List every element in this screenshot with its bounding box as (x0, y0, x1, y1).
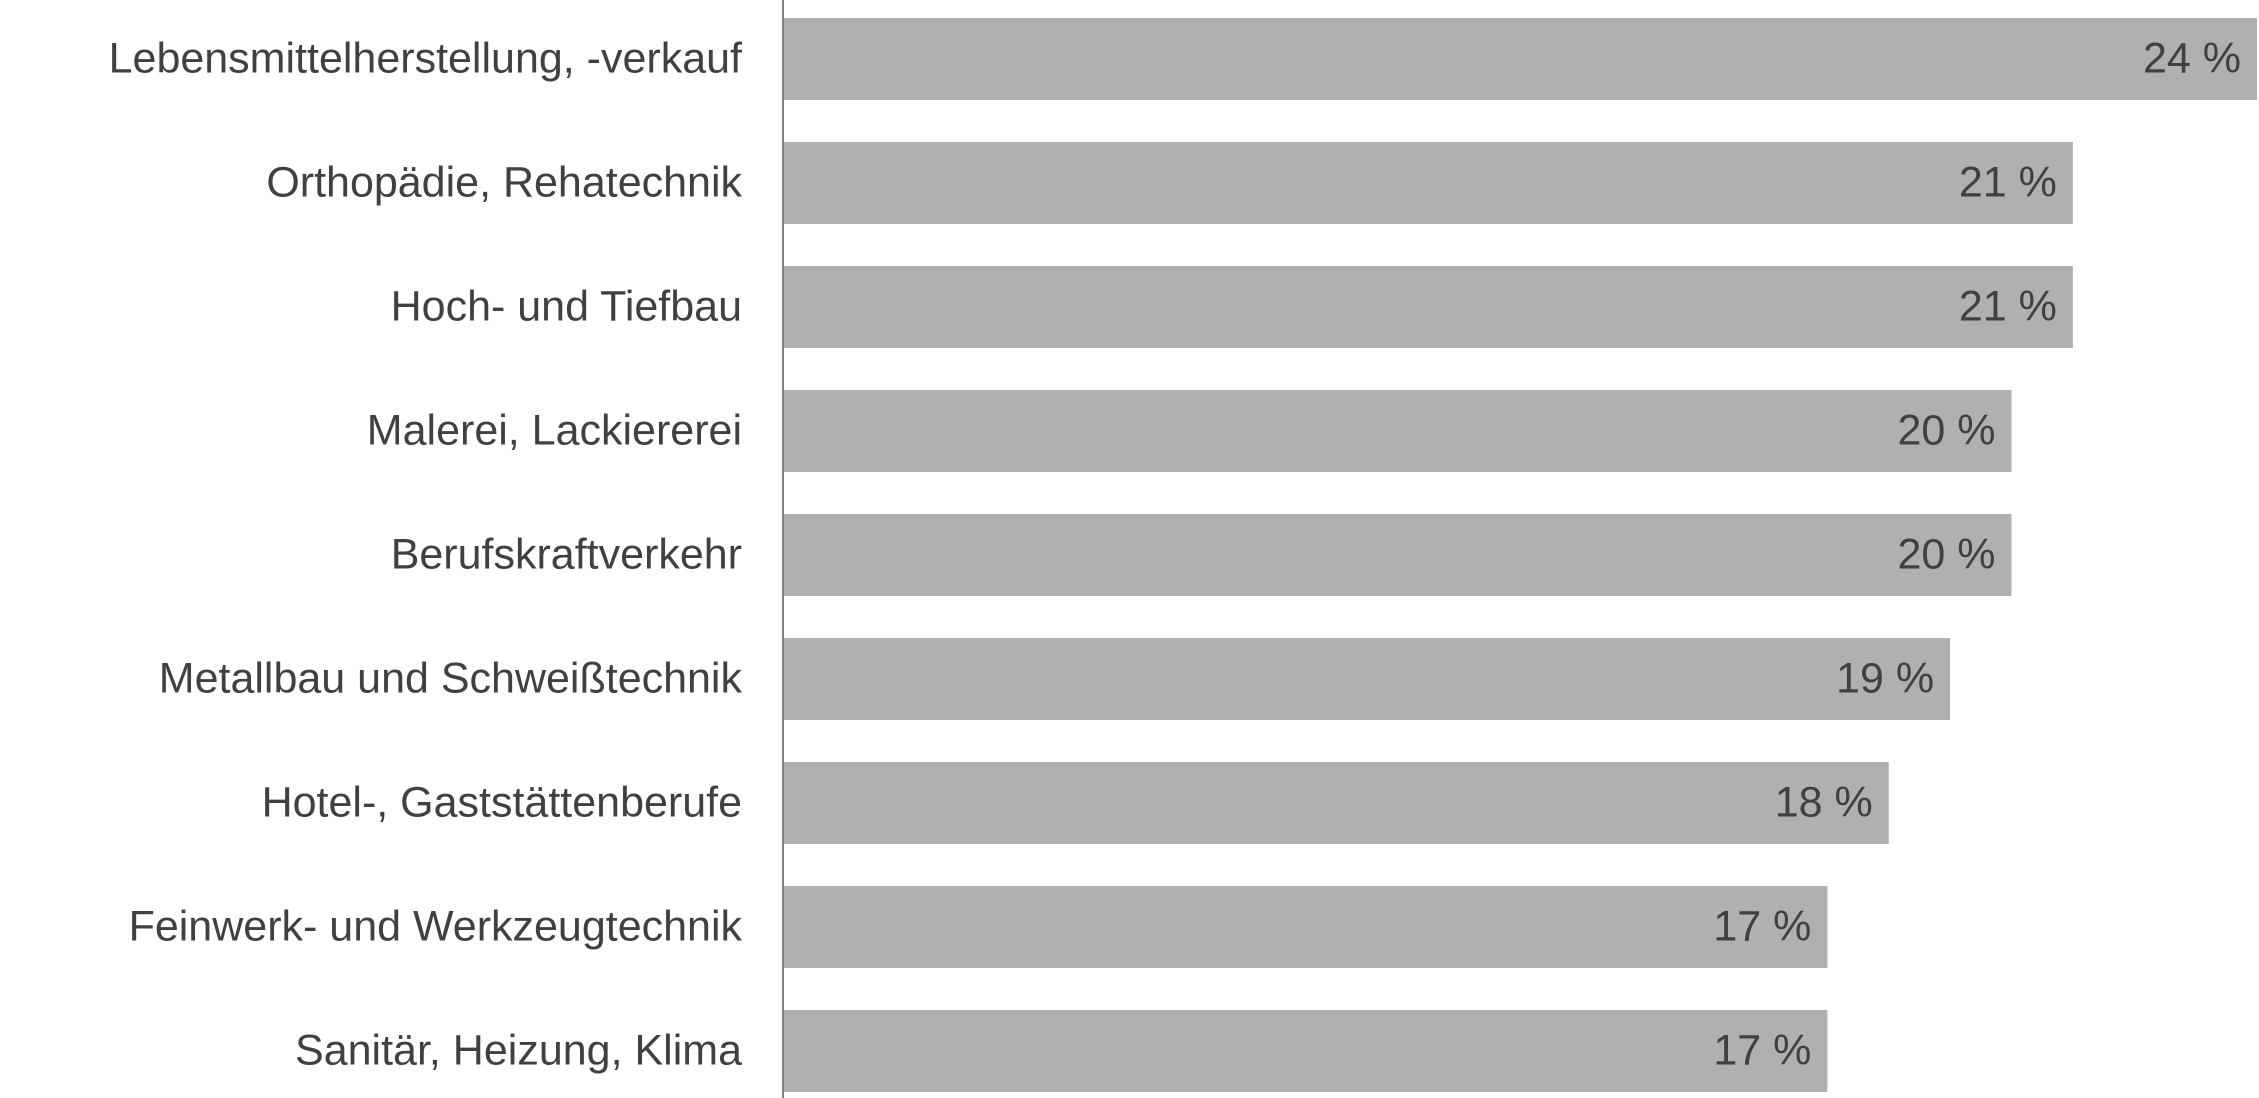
category-label: Malerei, Lackiererei (367, 406, 742, 454)
category-label: Hoch- und Tiefbau (391, 282, 742, 330)
bar (784, 762, 1889, 844)
bar (784, 390, 2012, 472)
category-label: Orthopädie, Rehatechnik (266, 158, 742, 206)
bar (784, 886, 1828, 968)
category-label: Lebensmittelherstellung, -verkauf (109, 34, 743, 82)
bar (784, 266, 2073, 348)
bar (784, 18, 2257, 100)
data-label: 17 % (1713, 1026, 1811, 1074)
category-label: Hotel-, Gaststättenberufe (262, 778, 742, 826)
bar (784, 142, 2073, 224)
category-label: Feinwerk- und Werkzeugtechnik (129, 902, 743, 950)
category-label: Berufskraftverkehr (391, 530, 742, 578)
data-label: 20 % (1897, 406, 1995, 454)
data-label: 24 % (2143, 34, 2241, 82)
bar (784, 638, 1951, 720)
data-label: 20 % (1897, 530, 1995, 578)
data-label: 18 % (1775, 778, 1873, 826)
category-label: Sanitär, Heizung, Klima (295, 1026, 742, 1074)
data-label: 21 % (1959, 158, 2057, 206)
bar (784, 514, 2012, 596)
data-label: 17 % (1713, 902, 1811, 950)
bar (784, 1010, 1828, 1092)
category-label: Metallbau und Schweißtechnik (159, 654, 743, 702)
data-label: 21 % (1959, 282, 2057, 330)
data-label: 19 % (1836, 654, 1934, 702)
